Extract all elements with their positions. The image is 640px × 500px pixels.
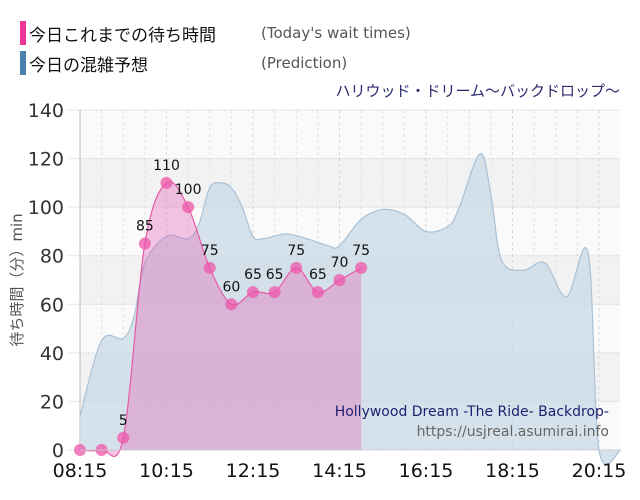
legend-swatch-today xyxy=(20,21,26,45)
legend-label-en: (Prediction) xyxy=(261,54,348,72)
y-tick-label: 20 xyxy=(40,391,64,413)
data-label: 65 xyxy=(244,267,262,283)
y-tick-label: 140 xyxy=(28,100,64,122)
legend: 今日これまでの待ち時間 (Today's wait times) 今日の混雑予想… xyxy=(20,18,411,78)
data-label: 100 xyxy=(175,182,202,198)
watermark-url: https://usjreal.asumirai.info xyxy=(417,424,609,440)
data-point xyxy=(290,261,303,274)
data-label: 70 xyxy=(331,255,349,271)
legend-label-jp: 今日これまでの待ち時間 xyxy=(29,25,216,46)
x-tick-label: 12:15 xyxy=(226,460,281,482)
data-label: 110 xyxy=(153,158,180,174)
legend-swatch-prediction xyxy=(20,51,26,75)
x-tick-label: 14:15 xyxy=(312,460,367,482)
data-label: 60 xyxy=(222,279,240,295)
legend-label-en: (Today's wait times) xyxy=(261,24,411,42)
x-tick-label: 20:15 xyxy=(572,460,627,482)
data-point xyxy=(268,286,281,299)
chart-title: ハリウッド・ドリーム〜バックドロップ〜 xyxy=(335,82,620,100)
data-label: 75 xyxy=(352,243,370,259)
data-point xyxy=(311,286,324,299)
x-tick-label: 08:15 xyxy=(53,460,108,482)
plot-band xyxy=(80,110,620,159)
prediction-area xyxy=(80,153,621,465)
data-point xyxy=(355,261,368,274)
y-axis-label: 待ち時間（分）min xyxy=(8,213,26,346)
data-label: 85 xyxy=(136,219,154,235)
legend-item-prediction: 今日の混雑予想 (Prediction) xyxy=(20,48,411,78)
legend-label-jp: 今日の混雑予想 xyxy=(29,55,148,76)
data-point xyxy=(225,298,238,311)
data-point xyxy=(182,201,195,214)
y-tick-label: 120 xyxy=(28,149,64,171)
data-label: 75 xyxy=(201,243,219,259)
x-tick-label: 16:15 xyxy=(399,460,454,482)
prediction-line xyxy=(79,153,621,466)
today-area xyxy=(80,181,362,457)
data-point xyxy=(333,274,346,286)
watermark-title: Hollywood Dream -The Ride- Backdrop- xyxy=(335,404,609,420)
data-label: 65 xyxy=(309,267,327,283)
y-tick-label: 80 xyxy=(40,246,64,268)
data-point xyxy=(138,237,151,250)
x-tick-label: 10:15 xyxy=(139,460,194,482)
data-point xyxy=(160,176,173,189)
y-tick-label: 100 xyxy=(28,197,64,219)
y-tick-label: 60 xyxy=(40,294,64,316)
data-point xyxy=(203,261,216,274)
data-label: 75 xyxy=(287,243,305,259)
data-label: 5 xyxy=(119,413,128,429)
data-point xyxy=(247,286,259,299)
y-tick-label: 40 xyxy=(40,343,64,365)
x-tick-label: 18:15 xyxy=(485,460,540,482)
data-label: 65 xyxy=(266,267,284,283)
y-tick-label: 0 xyxy=(52,440,64,462)
data-point xyxy=(117,431,130,444)
legend-item-today: 今日これまでの待ち時間 (Today's wait times) xyxy=(20,18,411,48)
